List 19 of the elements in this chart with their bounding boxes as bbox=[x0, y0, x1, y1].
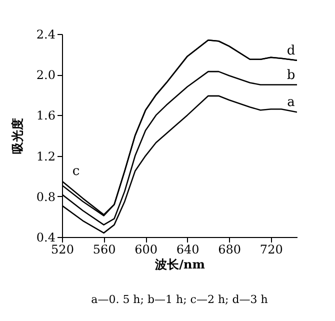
x-tick-label: 640 bbox=[176, 242, 200, 256]
x-axis-title: 波长/nm bbox=[154, 258, 206, 272]
x-tick-label: 720 bbox=[260, 242, 283, 256]
y-tick-label: 0.8 bbox=[36, 190, 56, 204]
text: a—0. 5 h; b—1 h; c—2 h; d—3 h bbox=[91, 293, 268, 306]
series-label: d bbox=[286, 43, 296, 58]
x-tick-label: 600 bbox=[134, 242, 158, 256]
y-tick-label: 1.2 bbox=[36, 149, 56, 164]
series-label: c bbox=[72, 164, 80, 180]
y-axis-title: 吸光度 bbox=[10, 118, 24, 154]
y-tick-label: 1.6 bbox=[36, 108, 56, 123]
y-tick-label: 2.4 bbox=[36, 28, 56, 42]
x-tick-label: 680 bbox=[218, 242, 242, 256]
y-tick-label: 2.0 bbox=[36, 68, 56, 82]
x-tick-label: 520 bbox=[51, 242, 74, 256]
y-tick-label: 0.4 bbox=[36, 230, 56, 244]
series-label: a bbox=[287, 95, 296, 110]
x-tick-label: 560 bbox=[92, 242, 116, 256]
series-label: b bbox=[286, 68, 296, 83]
